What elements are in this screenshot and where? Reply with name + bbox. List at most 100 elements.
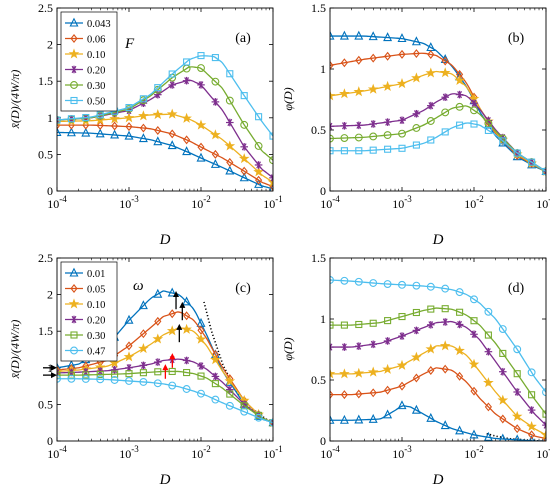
data-point [57, 362, 62, 372]
data-point [197, 362, 205, 370]
x-tick-label: 10-3 [119, 444, 139, 461]
data-point [330, 147, 334, 155]
data-point [239, 172, 249, 182]
legend-box [60, 11, 118, 112]
data-point [542, 167, 546, 176]
data-point [330, 134, 334, 143]
data-point [513, 424, 521, 434]
data-point [398, 49, 406, 59]
legend-marker [70, 284, 78, 293]
series-line [57, 358, 273, 424]
data-point [369, 53, 377, 63]
annotation-arrowhead [169, 353, 176, 360]
data-point [484, 402, 492, 412]
data-point [441, 108, 450, 117]
series-line [57, 113, 273, 183]
data-point [82, 113, 90, 122]
y-tick-label: 1.5 [311, 1, 326, 15]
data-point [57, 365, 61, 375]
data-point [499, 367, 507, 376]
data-point [398, 280, 406, 289]
data-point [330, 321, 334, 329]
left-arrowhead [51, 372, 57, 379]
panel-b-label: (b) [508, 31, 525, 46]
data-point [67, 374, 76, 383]
data-point [211, 372, 220, 381]
panel-d-xlabel: D [432, 472, 444, 488]
data-point [470, 120, 478, 128]
x-tick-label: 10-3 [119, 194, 139, 211]
data-point [269, 174, 273, 182]
data-point [427, 136, 435, 144]
data-point [499, 349, 507, 357]
y-tick-label: 1.5 [38, 324, 53, 338]
data-point [511, 410, 523, 421]
data-point [138, 300, 148, 310]
data-point [168, 309, 176, 319]
data-point [153, 379, 162, 388]
data-point [152, 333, 164, 344]
annotation-arrowhead [179, 301, 186, 308]
data-point [225, 401, 234, 410]
data-point [369, 146, 377, 154]
data-point [182, 76, 191, 85]
data-point [484, 331, 492, 339]
data-point [167, 287, 177, 297]
data-point [67, 115, 75, 123]
panel-d: φ(D) D 10-4 10-3 10-2 10-1 0 0.5 1 1.5 (d) [281, 251, 550, 488]
data-point [330, 90, 336, 101]
data-point [153, 288, 163, 298]
legend-label: 0.30 [87, 81, 105, 92]
axes-frame [56, 257, 274, 442]
data-point [455, 102, 464, 111]
data-point [369, 319, 377, 327]
data-point [125, 104, 133, 112]
data-point [468, 358, 480, 369]
data-point [154, 358, 162, 366]
data-point [182, 296, 192, 306]
panel-a: x̄(D)/(4W/π) D 10-4 10-3 10-2 10-1 0 0.5 1 1.5 2… [8, 1, 283, 248]
panel-a-label: (a) [235, 31, 251, 46]
series-layer [57, 52, 273, 191]
x-tick-label: 10-2 [464, 444, 484, 461]
data-point [355, 389, 363, 399]
data-point [125, 377, 133, 385]
legend-label: 0.05 [87, 285, 105, 296]
annotation-arrowhead [162, 364, 169, 371]
legend-label: 0.20 [87, 66, 105, 77]
legend-marker [68, 298, 80, 309]
data-point [528, 435, 535, 441]
legend-marker [69, 17, 79, 27]
data-point [412, 281, 421, 290]
panel-a-ylabel: x̄(D)/(4W/π) [8, 70, 22, 130]
data-point [383, 131, 392, 140]
legend-label: 0.50 [87, 97, 105, 108]
data-point [240, 166, 248, 176]
series-line [330, 35, 546, 173]
data-point [183, 135, 191, 145]
data-point [168, 367, 176, 376]
panel-c-label: (c) [235, 281, 251, 296]
data-point [513, 434, 521, 441]
data-point [456, 371, 464, 381]
y-tick-label: 1 [320, 62, 326, 76]
legend-label: 0.10 [87, 300, 105, 311]
data-point [412, 308, 420, 317]
data-point [484, 347, 493, 356]
y-tick-label: 1.5 [38, 74, 53, 88]
data-point [412, 326, 421, 335]
series-line [330, 367, 546, 440]
data-point [384, 145, 392, 153]
data-point [398, 129, 406, 138]
data-point [383, 337, 392, 345]
data-point [139, 123, 147, 133]
data-point [269, 418, 273, 427]
series-line [330, 279, 546, 393]
series-line [330, 105, 546, 173]
data-point [354, 414, 364, 424]
data-point [499, 433, 507, 441]
legend-marker [70, 81, 78, 89]
data-point [168, 70, 176, 78]
legend: 0.043 0.06 0.10 0.20 0.30 0.50 F [60, 11, 135, 112]
